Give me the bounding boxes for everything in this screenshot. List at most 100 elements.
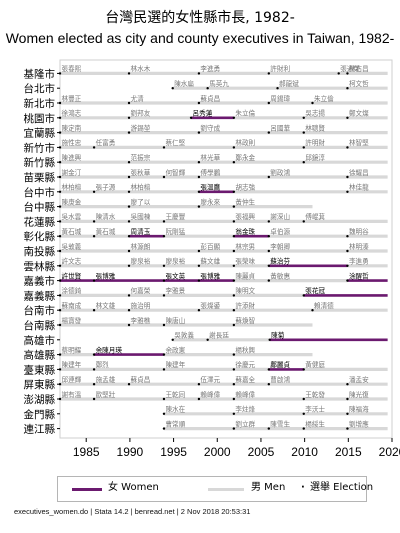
executive-name: 王慶豐 (165, 212, 185, 221)
executive-name: 邱連輝 (62, 375, 82, 384)
executive-name: 施性忠 (62, 138, 82, 147)
election-marker (267, 279, 271, 282)
election-marker (232, 323, 236, 327)
election-marker (268, 338, 271, 341)
election-marker (197, 101, 201, 105)
election-marker (127, 323, 131, 327)
executive-name: 陳福海 (349, 405, 369, 414)
executive-name: 許明財 (305, 138, 325, 147)
election-marker (162, 235, 166, 238)
executive-name: 陳水在 (165, 405, 185, 414)
election-marker (58, 235, 62, 238)
election-marker (232, 427, 236, 430)
executive-name: 曹啟鴻 (270, 375, 290, 384)
election-marker (127, 220, 131, 223)
election-marker (127, 72, 131, 75)
executive-name: 劉政鴻 (270, 168, 290, 177)
election-marker (346, 116, 349, 120)
election-marker (197, 175, 201, 179)
legend-female-label: 女 Women (108, 482, 159, 493)
election-marker (58, 294, 62, 297)
election-marker (346, 190, 349, 193)
executive-name: 傅學鵬 (200, 168, 220, 177)
executive-name: 楊寶發 (62, 316, 82, 325)
election-marker (58, 101, 62, 105)
executive-name: 廖永來 (200, 197, 220, 206)
executive-name: 朱立倫 (235, 109, 255, 118)
executive-name: 林智堅 (349, 138, 369, 147)
executive-name: 王乾發 (305, 390, 325, 399)
election-marker (337, 72, 340, 75)
election-marker (232, 205, 236, 208)
row-label: 桃園市 (24, 112, 56, 125)
election-marker (232, 412, 236, 415)
executive-name: 王乾同 (165, 390, 185, 399)
legend-election-label: 選舉 Election (310, 482, 374, 493)
row-label: 台南市 (24, 304, 56, 317)
executive-name: 魏明谷 (349, 227, 369, 236)
row-label: 台南縣 (24, 319, 56, 332)
executive-name: 邱鏡淳 (305, 153, 325, 162)
row-label: 高雄市 (24, 334, 56, 347)
executive-name: 彭百顯 (200, 242, 220, 251)
row-label: 高雄縣 (24, 349, 56, 362)
executive-name: 吳志揚 (305, 109, 325, 118)
executive-name: 呂國華 (270, 123, 290, 132)
executive-name: 黃仲生 (235, 197, 255, 206)
election-marker (232, 264, 236, 267)
row-label: 苗栗縣 (24, 172, 56, 184)
election-marker (162, 146, 166, 149)
row-label: 新竹市 (24, 141, 56, 154)
executive-name: 歐堅壯 (96, 390, 116, 399)
election-marker (232, 190, 236, 193)
executive-name: 張子源 (96, 183, 116, 192)
executive-name: 傅崐萁 (305, 212, 325, 221)
executive-name: 涂德錡 (62, 286, 82, 295)
election-marker (58, 309, 62, 312)
executive-name: 何嘉榮 (131, 286, 151, 295)
executive-name: 劉立群 (235, 419, 255, 428)
election-marker (302, 397, 305, 401)
executive-name: 謝金汀 (62, 168, 82, 177)
election-marker (197, 190, 201, 193)
election-marker (92, 353, 96, 356)
election-marker (58, 264, 62, 267)
election-marker (232, 309, 236, 312)
executive-name: 李朝卿 (270, 242, 290, 251)
executive-name: 卓伯源 (270, 227, 290, 236)
election-marker (197, 249, 201, 253)
election-marker (58, 161, 62, 164)
election-marker (302, 161, 305, 164)
election-marker (232, 161, 236, 164)
election-marker (127, 116, 131, 120)
election-marker (58, 175, 62, 179)
election-marker (267, 72, 271, 75)
election-marker (127, 294, 131, 297)
row-label: 台北市 (24, 82, 56, 95)
chart-subtitle: Women elected as city and county executi… (5, 30, 395, 46)
election-marker (346, 397, 349, 401)
executive-name: 陳清水 (96, 212, 116, 221)
election-marker (267, 368, 271, 371)
row-label: 基隆市 (24, 67, 56, 80)
election-marker (58, 131, 62, 134)
legend-male-label: 男 Men (251, 482, 286, 493)
election-marker (232, 116, 236, 120)
election-marker (267, 264, 271, 267)
executive-name: 楊秋興 (235, 345, 255, 354)
election-marker (58, 249, 62, 253)
executive-name: 施治明 (131, 301, 151, 310)
executive-name: 張花冠 (305, 286, 325, 295)
executive-name: 蘇煥智 (235, 316, 255, 325)
election-marker (346, 383, 349, 386)
executive-name: 林水木 (131, 64, 151, 73)
election-marker (346, 87, 349, 90)
election-marker (58, 383, 62, 386)
executive-name: 鄭永金 (235, 153, 255, 162)
executive-name: 何智輝 (165, 168, 185, 177)
executive-name: 蘇貞昌 (200, 94, 220, 103)
legend-female-swatch (72, 488, 102, 491)
row-label: 台中市 (24, 186, 56, 199)
election-marker (58, 323, 62, 327)
executive-name: 潘孟安 (349, 375, 369, 384)
